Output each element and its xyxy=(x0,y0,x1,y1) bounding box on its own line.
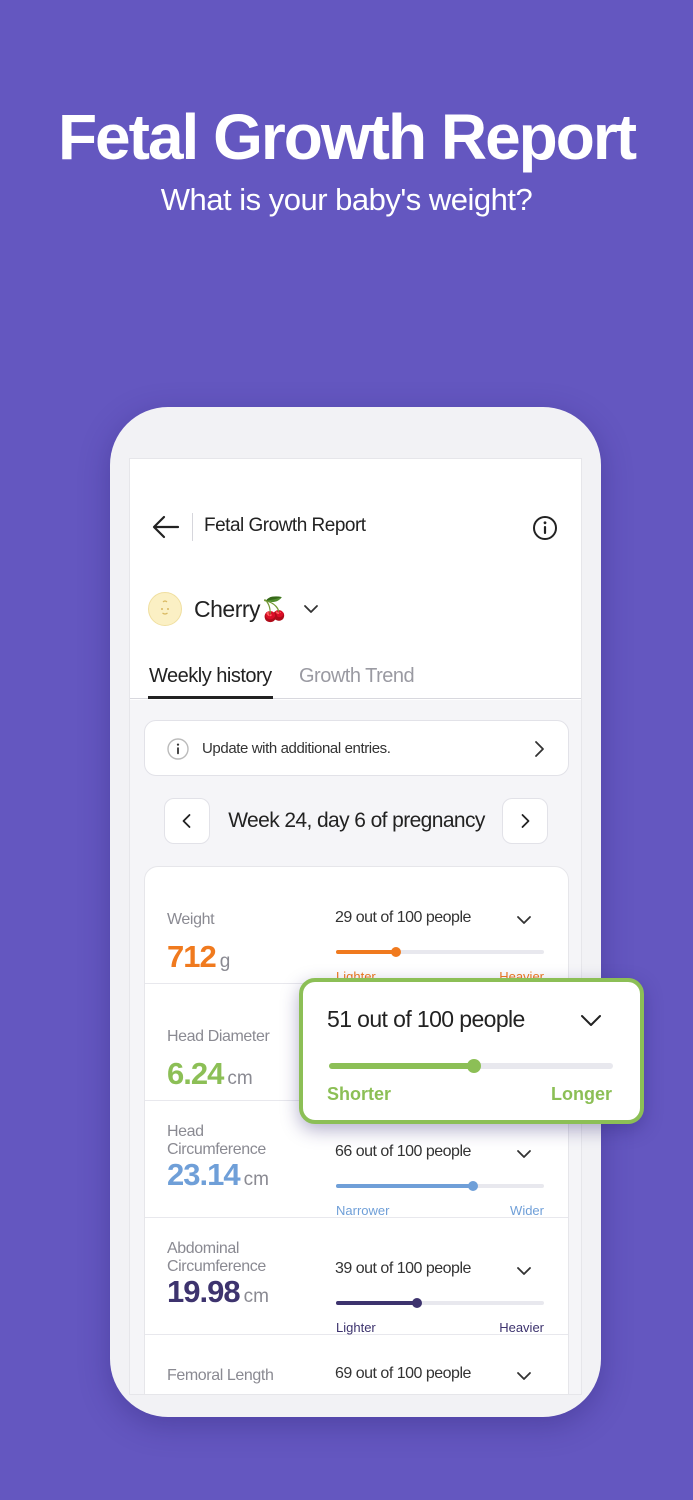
chevron-right-icon xyxy=(521,814,530,828)
range-high-label: Heavier xyxy=(499,1320,544,1335)
tab-growth-trend[interactable]: Growth Trend xyxy=(299,665,415,687)
notice-text: Update with additional entries. xyxy=(202,740,391,757)
metric-value: 23.14 cm xyxy=(167,1157,269,1193)
info-icon xyxy=(533,516,557,540)
content-area: Update with additional entries. Week 24,… xyxy=(130,700,581,1394)
back-button[interactable] xyxy=(150,511,182,543)
percentile-marker xyxy=(468,1181,479,1191)
highlight-percentile-fill xyxy=(329,1063,474,1069)
percentile-track xyxy=(336,947,544,957)
metric-number: 23.14 xyxy=(167,1157,241,1192)
phone-frame: Fetal Growth Report Cherry🍒 xyxy=(110,407,601,1417)
percentile-marker xyxy=(391,947,402,957)
percentile-track xyxy=(336,1298,544,1308)
baby-avatar xyxy=(148,592,182,626)
chevron-down-icon[interactable] xyxy=(515,1367,533,1385)
metric-unit: cm xyxy=(243,1169,269,1190)
metric-number: 19.98 xyxy=(167,1274,241,1309)
head-diameter-highlight-card[interactable]: 51 out of 100 people Shorter Longer xyxy=(299,978,644,1124)
app-bar: Fetal Growth Report xyxy=(130,459,581,599)
chevron-down-icon xyxy=(304,605,319,613)
hero-title: Fetal Growth Report xyxy=(57,101,637,173)
appbar-divider xyxy=(192,513,193,541)
highlight-percentile-track xyxy=(329,1059,613,1073)
metric-name: Weight xyxy=(167,911,215,928)
metric-percentile-text: 66 out of 100 people xyxy=(335,1143,471,1160)
range-low-label: Lighter xyxy=(336,1320,376,1335)
hero-subtitle: What is your baby's weight? xyxy=(160,182,533,217)
baby-selector[interactable]: Cherry🍒 xyxy=(148,591,320,627)
update-notice[interactable]: Update with additional entries. xyxy=(144,720,569,776)
page-title: Fetal Growth Report xyxy=(204,515,366,536)
metric-value: 19.98 cm xyxy=(167,1274,269,1310)
metric-number: 712 xyxy=(167,939,217,974)
week-label: Week 24, day 6 of pregnancy xyxy=(228,809,485,832)
percentile-marker xyxy=(412,1298,423,1308)
chevron-down-icon[interactable] xyxy=(515,1262,533,1280)
metric-name: Head Circumference xyxy=(167,1123,266,1158)
baby-face-icon xyxy=(161,600,169,615)
highlight-high-label: Longer xyxy=(551,1084,612,1104)
chevron-down-icon[interactable] xyxy=(515,1145,533,1163)
metric-unit: cm xyxy=(243,1286,269,1307)
metric-row[interactable]: Head Circumference 23.14 cm 66 out of 100 p… xyxy=(145,1101,568,1218)
baby-name: Cherry🍒 xyxy=(194,595,289,622)
percentile-fill xyxy=(336,1301,418,1305)
metric-row[interactable]: Femoral Length 69 out of 100 people xyxy=(145,1335,568,1394)
info-icon xyxy=(167,738,189,760)
next-week-button[interactable] xyxy=(502,798,548,844)
metric-name: Abdominal Circumference xyxy=(167,1240,266,1275)
percentile-track xyxy=(336,1181,544,1191)
tab-bar: Weekly history Growth Trend xyxy=(130,659,581,699)
metric-unit: g xyxy=(219,951,231,972)
metric-percentile-text: 39 out of 100 people xyxy=(335,1260,471,1277)
previous-week-button[interactable] xyxy=(164,798,210,844)
metric-row[interactable]: Weight 712 g 29 out of 100 people Lighter Hea… xyxy=(145,867,568,984)
metric-percentile-text: 29 out of 100 people xyxy=(335,909,471,926)
chevron-left-icon xyxy=(182,814,191,828)
arrow-left-icon xyxy=(152,515,180,539)
metric-name: Head Diameter xyxy=(167,1028,270,1045)
percentile-fill xyxy=(336,1184,474,1188)
app-screen: Fetal Growth Report Cherry🍒 xyxy=(129,458,582,1395)
metric-name: Femoral Length xyxy=(167,1367,274,1384)
metric-unit: cm xyxy=(227,1068,253,1089)
metric-row[interactable]: Abdominal Circumference 19.98 cm 39 out of … xyxy=(145,1218,568,1335)
range-high-label: Wider xyxy=(510,1203,544,1218)
metric-percentile-text: 69 out of 100 people xyxy=(335,1365,471,1382)
metric-value: 6.24 cm xyxy=(167,1056,253,1092)
range-low-label: Narrower xyxy=(336,1203,390,1218)
info-button[interactable] xyxy=(531,514,559,542)
tab-weekly-history[interactable]: Weekly history xyxy=(148,665,273,699)
highlight-low-label: Shorter xyxy=(327,1084,392,1104)
percentile-fill xyxy=(336,950,397,954)
week-navigator: Week 24, day 6 of pregnancy xyxy=(130,798,581,844)
highlight-percentile-marker xyxy=(466,1059,481,1073)
metrics-card: Weight 712 g 29 out of 100 people Lighter Hea… xyxy=(144,866,569,1394)
metric-value: 712 g xyxy=(167,939,230,975)
metric-number: 6.24 xyxy=(167,1056,224,1091)
highlight-percentile-text: 51 out of 100 people xyxy=(327,1006,525,1032)
chevron-down-icon[interactable] xyxy=(515,911,533,929)
chevron-right-icon xyxy=(535,741,544,757)
chevron-down-icon[interactable] xyxy=(579,1009,603,1033)
